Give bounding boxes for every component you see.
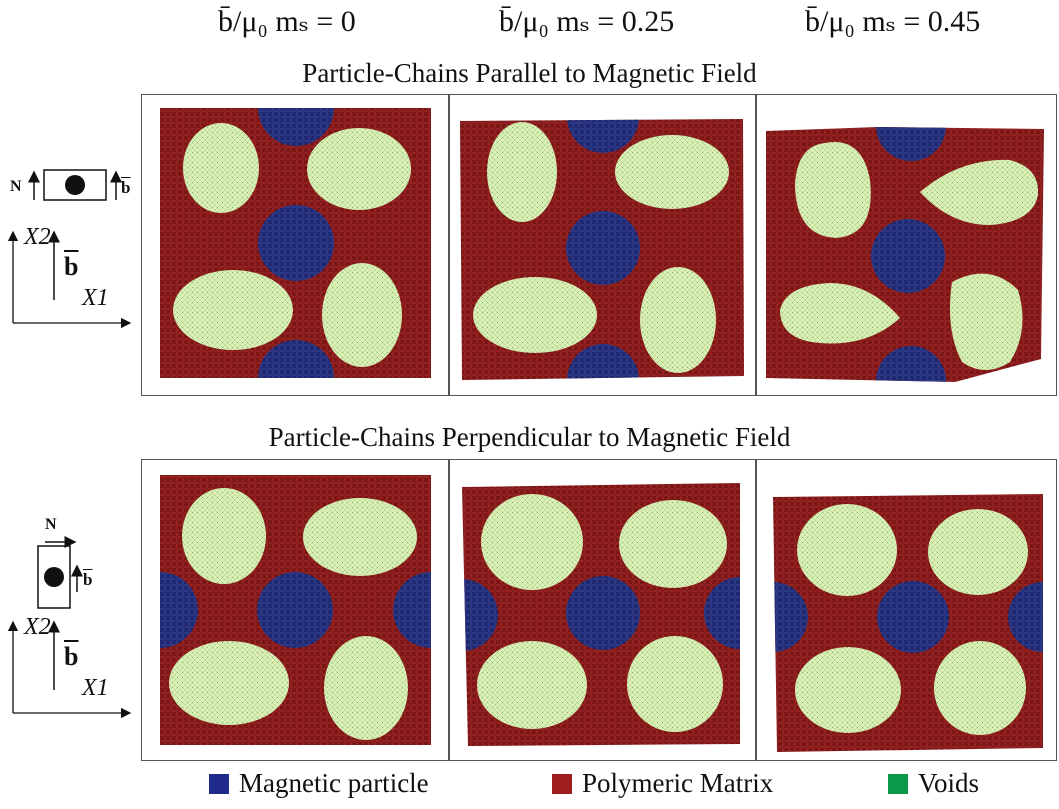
label-b-axis-perpendicular: b [64,642,79,671]
panel-parallel-b0 [160,108,431,378]
label-n-parallel: N [10,178,22,195]
axis-x1-label: X1 [82,675,109,701]
row-title-perpendicular: Particle-Chains Perpendicular to Magneti… [268,422,791,452]
panel-perpendicular-b0 [160,475,431,745]
label-b-parallel: b [121,178,131,197]
column-header-1: b̄/μ₀ mₛ = 0 [218,4,356,39]
panel-perpendicular-b025 [462,483,740,746]
schematic-perpendicular [7,536,132,719]
column-header-3: b̄/μ₀ mₛ = 0.45 [805,4,980,39]
axis-x2-perpendicular: X2 [24,614,51,641]
legend-magnetic-particle: Magnetic particle [209,768,429,799]
column-header-3-ratio: b̄/μ₀ mₛ [805,5,896,38]
column-header-2-value: = 0.25 [597,5,675,38]
panel-divider [755,459,757,761]
label-n-perpendicular: N [45,516,57,533]
panel-divider [448,94,450,396]
legend-voids: Voids [888,768,979,799]
legend-label: Polymeric Matrix [582,768,774,798]
legend-swatch [888,773,908,794]
column-header-3-value: = 0.45 [903,5,981,38]
panel-divider [755,94,757,396]
panel-divider [448,459,450,761]
axis-x2-label: X2 [24,224,51,250]
column-header-2-ratio: b̄/μ₀ mₛ [499,5,590,38]
row-title-parallel: Particle-Chains Parallel to Magnetic Fie… [302,58,757,88]
legend-label: Magnetic particle [239,768,429,798]
axis-x1-parallel: X1 [82,285,109,312]
label-b-axis-parallel: b [64,252,79,281]
label-b-perpendicular: b [83,570,93,589]
panel-perpendicular-b045 [773,494,1043,752]
legend-label: Voids [918,768,980,798]
axis-x1-perpendicular: X1 [82,675,109,702]
axis-x2-label: X2 [24,614,51,640]
axis-x2-parallel: X2 [24,224,51,251]
column-header-2: b̄/μ₀ mₛ = 0.25 [499,4,674,39]
axis-x1-label: X1 [82,285,109,311]
legend-swatch [209,773,229,794]
panel-frame-row2 [141,459,1057,761]
panel-parallel-b045 [766,127,1044,382]
column-header-1-ratio: b̄/μ₀ mₛ [218,5,309,38]
legend-swatch [552,773,572,794]
panel-parallel-b025 [460,119,744,380]
schematic-parallel [7,169,132,329]
panel-frame-row1 [141,94,1057,396]
legend-polymeric-matrix: Polymeric Matrix [552,768,773,799]
column-header-1-value: = 0 [316,5,356,38]
